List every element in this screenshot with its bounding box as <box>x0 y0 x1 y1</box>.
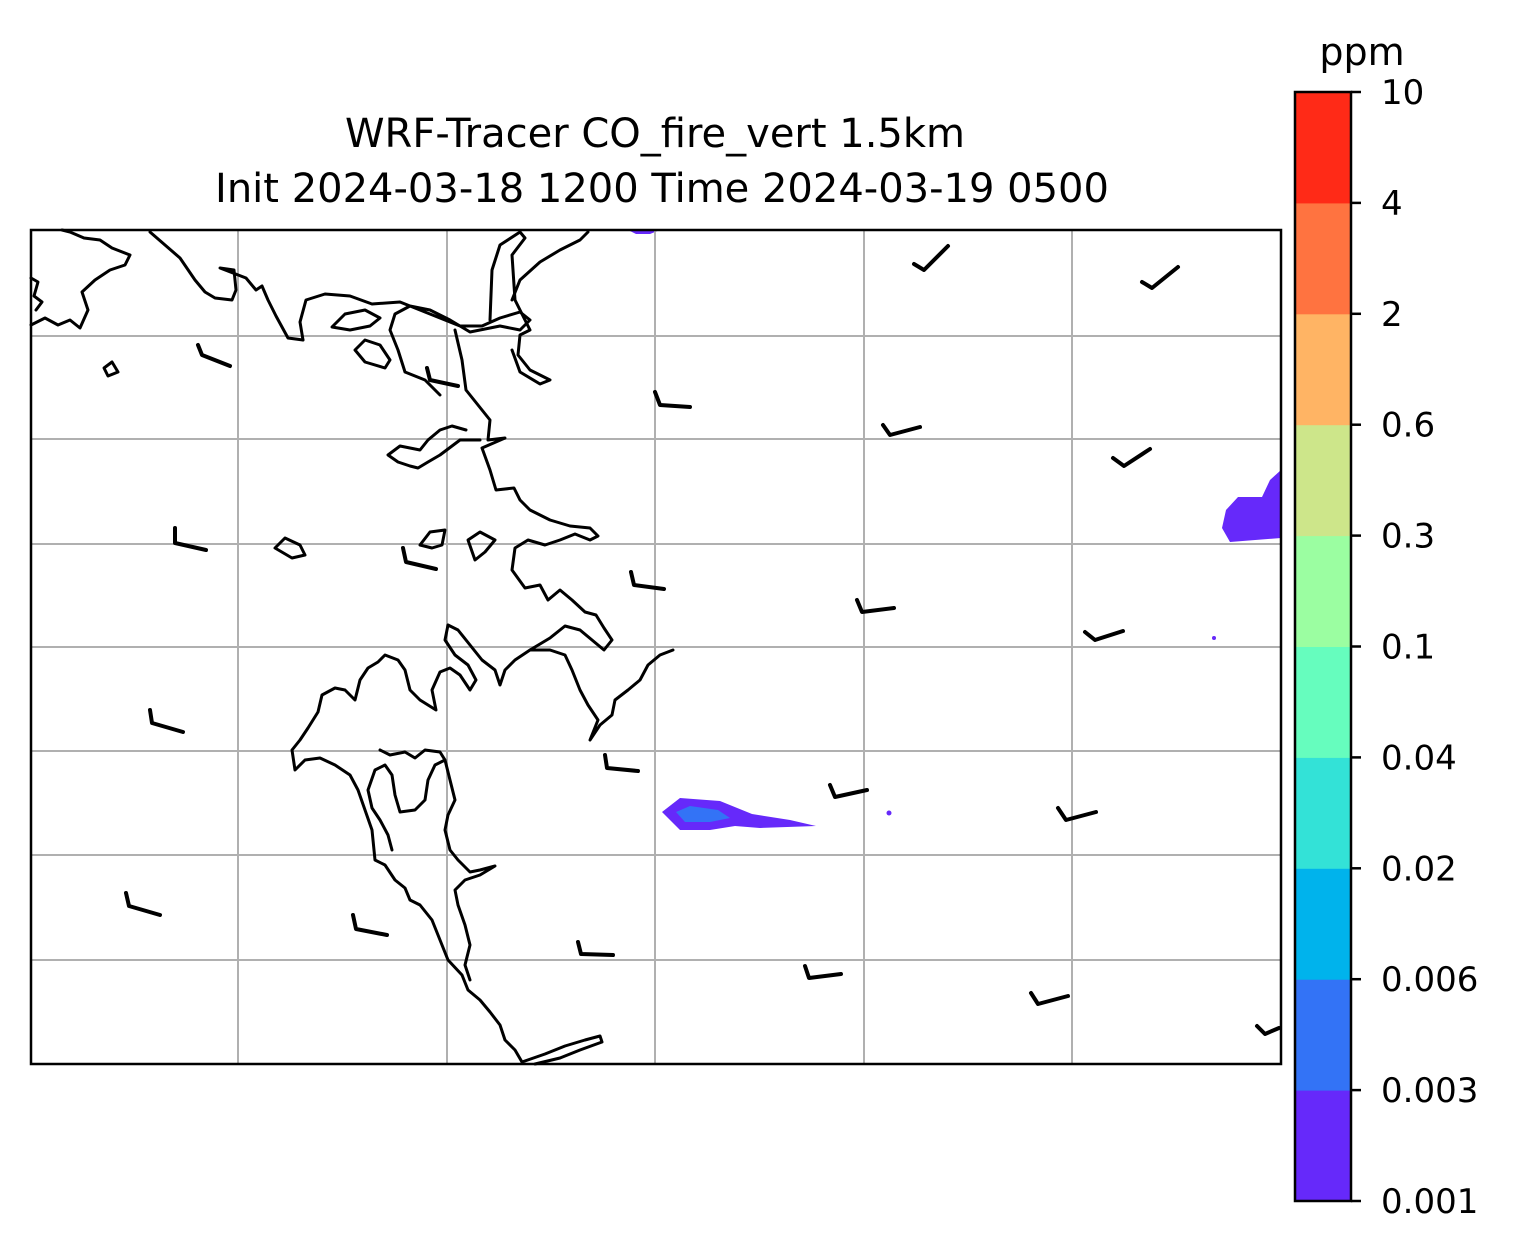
colorbar: ppm 0.001 0.003 0.006 0.02 0.04 0.1 0.3 0.6 2 4 10 <box>1293 30 1478 1222</box>
wind-barb <box>173 526 208 552</box>
colorbar-tick-label: 0.006 <box>1381 960 1478 1000</box>
wind-barb <box>828 783 869 799</box>
coastline-island-small <box>330 308 382 332</box>
colorbar-band <box>1295 535 1351 647</box>
wind-barb <box>1255 1024 1281 1036</box>
colorbar-tick-label: 0.3 <box>1381 517 1435 557</box>
colorbar-tick-label: 0.02 <box>1381 849 1457 889</box>
colorbar-band <box>1295 313 1351 426</box>
colorbar-tick-label: 2 <box>1381 295 1403 335</box>
wind-barb <box>881 423 922 437</box>
wind-barb <box>1140 265 1180 290</box>
wind-barb <box>912 244 950 272</box>
coastline-north-shore <box>298 292 532 397</box>
wind-barb <box>653 390 692 409</box>
wind-barb <box>629 570 666 591</box>
coastline-south-peninsula <box>290 623 675 1064</box>
plot-title-line2: Init 2024-03-18 1200 Time 2024-03-19 050… <box>215 166 1109 212</box>
colorbar-tick-label: 10 <box>1381 73 1424 113</box>
colorbar-bands <box>1295 92 1351 1202</box>
coastline-river-east <box>488 230 552 386</box>
wind-barbs <box>124 244 1281 1036</box>
colorbar-band <box>1295 979 1351 1091</box>
colorbar-band <box>1295 646 1351 758</box>
coastline-island-c <box>466 530 497 562</box>
colorbar-tick-label: 0.1 <box>1381 628 1435 668</box>
colorbar-band <box>1295 868 1351 980</box>
colorbar-band <box>1295 92 1351 204</box>
coastlines <box>29 228 675 1066</box>
colorbar-band <box>1295 1090 1351 1202</box>
colorbar-tick-label: 0.6 <box>1381 406 1435 446</box>
colorbar-tick-label: 4 <box>1381 184 1403 224</box>
map-frame <box>29 228 1283 1066</box>
coastline-northwest <box>29 228 132 330</box>
coastline-bay-inner <box>386 424 482 470</box>
plume-speck-2 <box>1212 636 1216 640</box>
coastline-south-inner <box>443 758 497 982</box>
wind-barb <box>603 753 640 773</box>
colorbar-unit-label: ppm <box>1319 30 1404 74</box>
wind-barb <box>855 598 896 614</box>
plume-central-core <box>676 806 730 822</box>
wind-barb <box>124 891 162 917</box>
plume-speck-1 <box>886 810 892 816</box>
colorbar-band <box>1295 757 1351 869</box>
plot-title-line1: WRF-Tracer CO_fire_vert 1.5km <box>345 111 965 157</box>
coastline-west-edge <box>29 276 44 312</box>
map-panel <box>29 228 1283 1066</box>
gridlines <box>31 230 1281 1064</box>
wind-barb <box>401 546 438 571</box>
colorbar-tick-label: 0.04 <box>1381 738 1457 778</box>
wind-barb <box>1029 991 1070 1006</box>
colorbar-tick-label: 0.001 <box>1381 1182 1478 1222</box>
wind-barb <box>576 940 615 957</box>
colorbar-tick-label: 0.003 <box>1381 1071 1478 1111</box>
coastline-river-west <box>510 230 590 302</box>
wind-barb <box>196 343 232 368</box>
coastline-south-fjord <box>366 748 447 852</box>
colorbar-band <box>1295 424 1351 537</box>
wind-barb <box>803 964 843 980</box>
coastline-south-tip <box>520 1034 604 1066</box>
wind-barb <box>1056 806 1098 822</box>
coastline-northwest-inlet <box>148 230 305 342</box>
wind-barb <box>1083 629 1125 642</box>
coastline-central-channel <box>453 328 614 652</box>
plume-east-edge <box>1222 470 1281 542</box>
coastline-strait <box>353 338 392 370</box>
wind-barb <box>1111 447 1152 468</box>
wind-barb <box>148 708 185 734</box>
coastline-island-west <box>102 360 120 378</box>
colorbar-band <box>1295 202 1351 315</box>
coastline-island-b <box>418 528 447 550</box>
wind-barb <box>425 366 460 388</box>
wind-barb <box>351 913 389 937</box>
colorbar-ticks: 0.001 0.003 0.006 0.02 0.04 0.1 0.3 0.6 2 4 10 <box>1351 73 1478 1222</box>
coastline-island-a <box>273 536 307 560</box>
